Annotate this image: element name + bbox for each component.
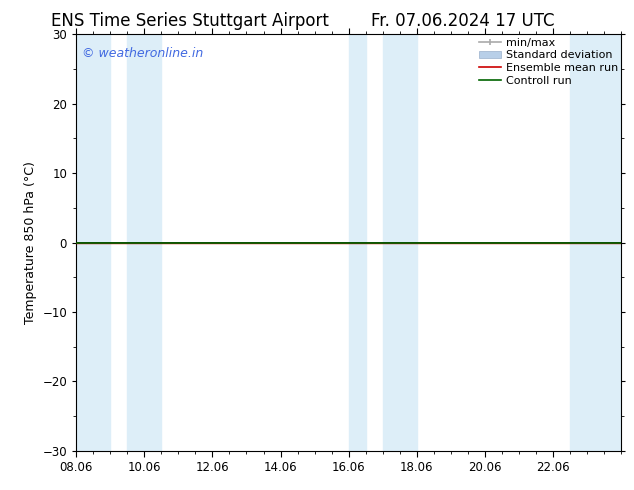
Bar xyxy=(349,34,366,451)
Bar xyxy=(76,34,110,451)
Y-axis label: Temperature 850 hPa (°C): Temperature 850 hPa (°C) xyxy=(23,161,37,324)
Bar xyxy=(383,34,417,451)
Bar xyxy=(570,34,621,451)
Legend: min/max, Standard deviation, Ensemble mean run, Controll run: min/max, Standard deviation, Ensemble me… xyxy=(479,38,618,86)
Text: © weatheronline.in: © weatheronline.in xyxy=(82,47,203,60)
Text: ENS Time Series Stuttgart Airport: ENS Time Series Stuttgart Airport xyxy=(51,12,329,30)
Text: Fr. 07.06.2024 17 UTC: Fr. 07.06.2024 17 UTC xyxy=(371,12,555,30)
Bar xyxy=(127,34,161,451)
